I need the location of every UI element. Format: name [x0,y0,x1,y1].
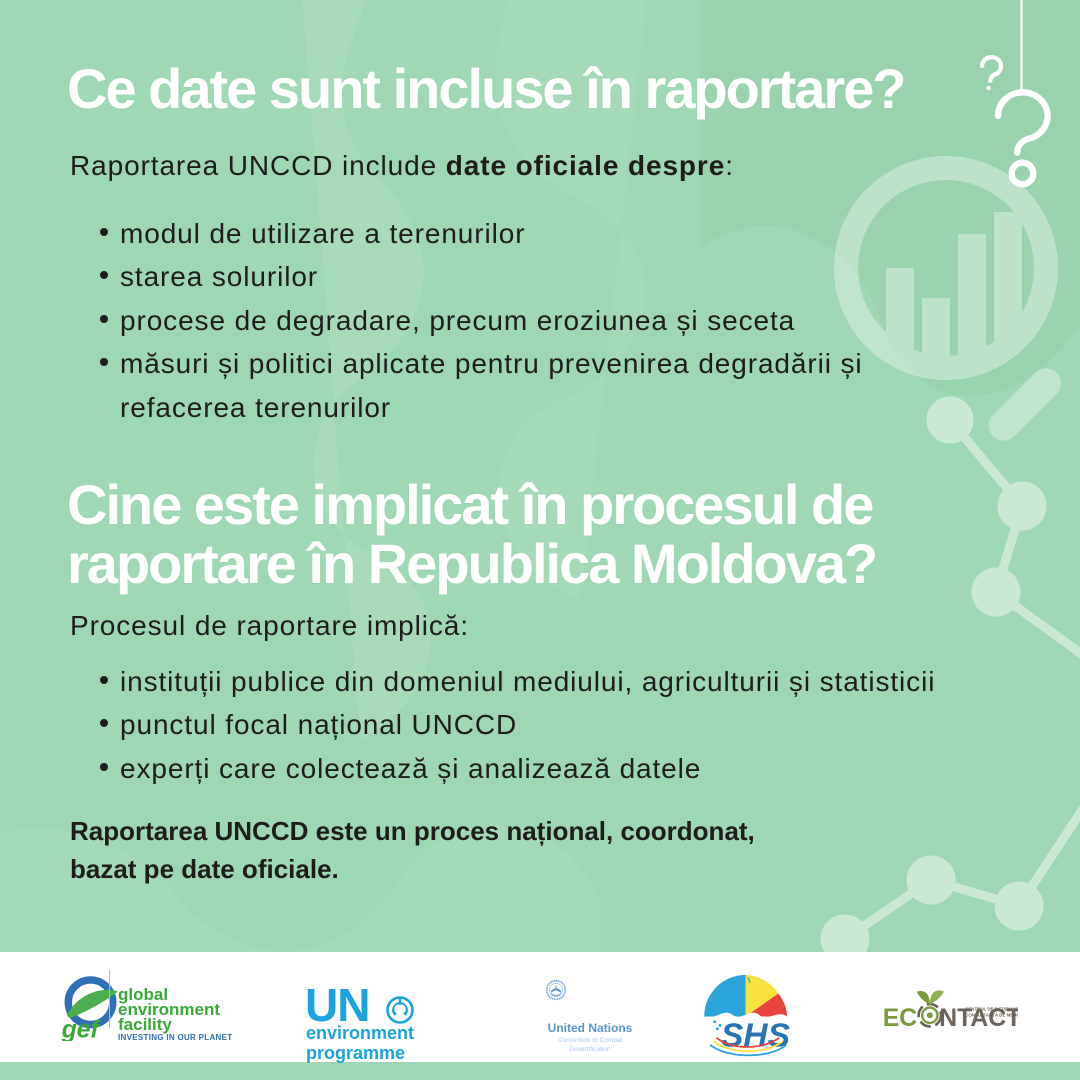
svg-text:EC: EC [883,1005,917,1032]
svg-text:CONSULTANȚĂ DE MEDIU AARHUS: CONSULTANȚĂ DE MEDIU AARHUS [965,1011,1018,1017]
svg-text:gef: gef [61,1017,102,1041]
